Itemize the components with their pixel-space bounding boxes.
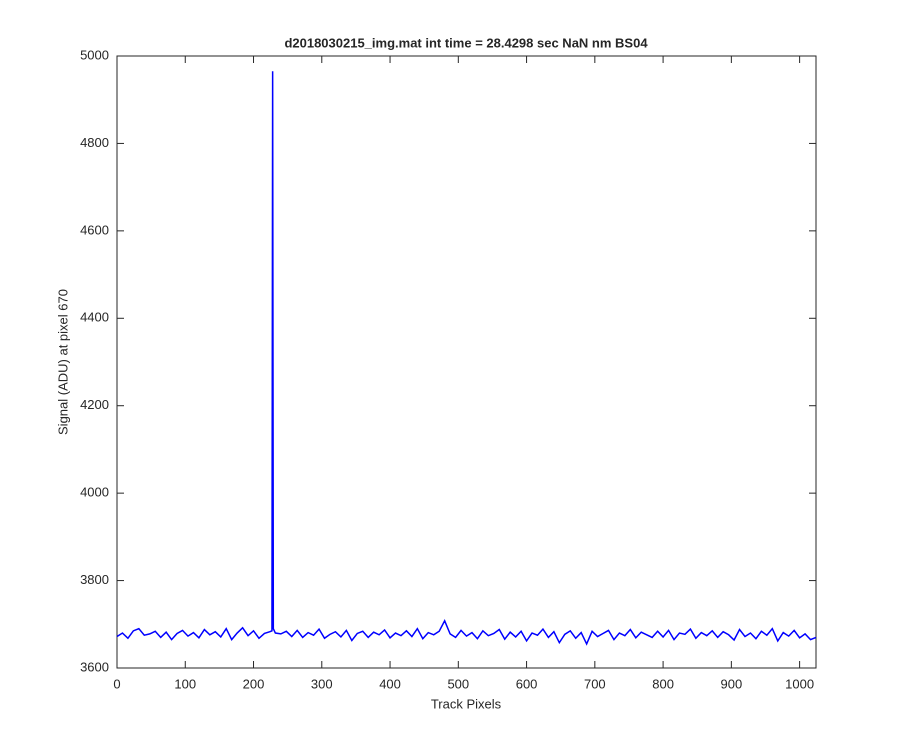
y-tick-label: 4800 <box>80 135 109 150</box>
x-tick-label: 500 <box>447 676 469 691</box>
x-tick-label: 800 <box>652 676 674 691</box>
x-tick-label: 200 <box>243 676 265 691</box>
y-tick-label: 5000 <box>80 47 109 62</box>
x-tick-label: 400 <box>379 676 401 691</box>
y-tick-label: 4200 <box>80 397 109 412</box>
y-tick-label: 4400 <box>80 310 109 325</box>
y-tick-label: 3800 <box>80 572 109 587</box>
data-line <box>116 71 817 646</box>
y-tick-label: 3600 <box>80 659 109 674</box>
x-tick-label: 100 <box>174 676 196 691</box>
y-tick-label: 4000 <box>80 485 109 500</box>
x-axis-label: Track Pixels <box>431 696 502 711</box>
x-tick-label: 900 <box>721 676 743 691</box>
chart-title: d2018030215_img.mat int time = 28.4298 s… <box>284 35 648 50</box>
x-tick-label: 700 <box>584 676 606 691</box>
x-tick-label: 600 <box>516 676 538 691</box>
x-tick-label: 1000 <box>785 676 814 691</box>
axes-box <box>116 55 817 669</box>
x-tick-label: 0 <box>113 676 120 691</box>
y-axis-label: Signal (ADU) at pixel 670 <box>55 289 70 435</box>
x-tick-label: 300 <box>311 676 333 691</box>
y-tick-label: 4600 <box>80 222 109 237</box>
